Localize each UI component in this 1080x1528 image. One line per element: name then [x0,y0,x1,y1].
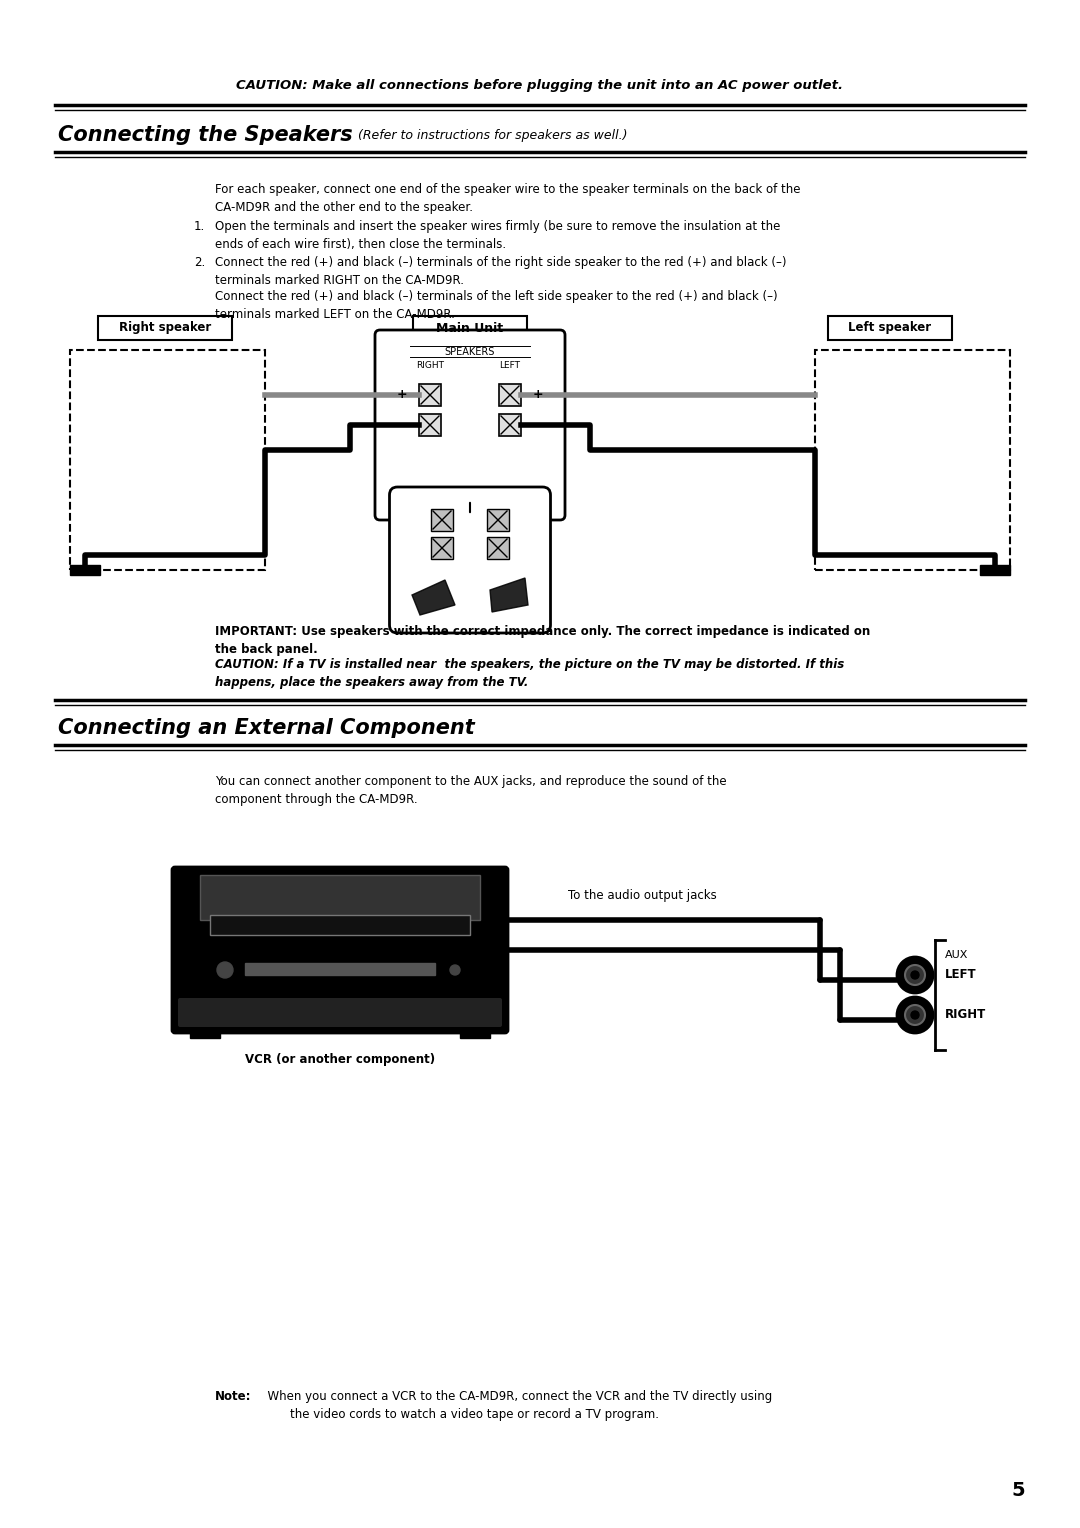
Text: Right speaker: Right speaker [119,321,211,335]
FancyBboxPatch shape [828,316,951,341]
Text: 2.: 2. [193,257,205,269]
Bar [815,350,1010,570]
Bar [419,384,441,406]
Text: +: + [396,388,407,402]
Circle shape [897,957,933,993]
Circle shape [912,970,919,979]
Text: –: – [399,419,405,431]
Text: Connect the red (+) and black (–) terminals of the right side speaker to the red: Connect the red (+) and black (–) termin… [215,257,786,287]
Text: LEFT: LEFT [945,969,976,981]
Text: Left speaker: Left speaker [849,321,932,335]
Circle shape [905,1005,924,1025]
Text: Connecting the Speakers: Connecting the Speakers [58,125,353,145]
Bar [245,963,435,975]
Text: RIGHT: RIGHT [416,361,444,370]
Circle shape [217,963,233,978]
Text: 5: 5 [1011,1481,1025,1499]
FancyBboxPatch shape [390,487,551,633]
Text: IMPORTANT: Use speakers with the correct impedance only. The correct impedance i: IMPORTANT: Use speakers with the correct… [215,625,870,656]
Bar [431,509,453,532]
Text: You can connect another component to the AUX jacks, and reproduce the sound of t: You can connect another component to the… [215,775,727,805]
Text: Note:: Note: [215,1390,252,1403]
Text: For each speaker, connect one end of the speaker wire to the speaker terminals o: For each speaker, connect one end of the… [215,183,800,214]
Text: CAUTION: Make all connections before plugging the unit into an AC power outlet.: CAUTION: Make all connections before plu… [237,78,843,92]
Bar [431,536,453,559]
Text: Connecting an External Component: Connecting an External Component [58,718,475,738]
Text: To the audio output jacks: To the audio output jacks [568,888,717,902]
Bar [487,509,509,532]
Bar [980,565,1010,575]
Bar [200,876,480,920]
Text: CAUTION: If a TV is installed near  the speakers, the picture on the TV may be d: CAUTION: If a TV is installed near the s… [215,659,845,689]
Text: (Refer to instructions for speakers as well.): (Refer to instructions for speakers as w… [357,128,627,142]
Bar [190,1030,220,1038]
Polygon shape [411,581,455,614]
Text: Main Unit: Main Unit [436,321,503,335]
FancyBboxPatch shape [172,866,508,1033]
Bar [70,565,100,575]
Bar [210,915,470,935]
Bar [499,384,521,406]
Text: 1.: 1. [193,220,205,232]
FancyBboxPatch shape [178,998,502,1027]
Text: When you connect a VCR to the CA-MD9R, connect the VCR and the TV directly using: When you connect a VCR to the CA-MD9R, c… [260,1390,772,1421]
Bar [460,1030,490,1038]
Bar [70,350,265,570]
Text: AUX: AUX [945,950,969,960]
Polygon shape [490,578,528,613]
FancyBboxPatch shape [98,316,232,341]
Circle shape [912,1012,919,1019]
Text: Open the terminals and insert the speaker wires firmly (be sure to remove the in: Open the terminals and insert the speake… [215,220,781,251]
Text: Connect the red (+) and black (–) terminals of the left side speaker to the red : Connect the red (+) and black (–) termin… [215,290,778,321]
Text: +: + [532,388,543,402]
Text: SPEAKERS: SPEAKERS [445,347,496,358]
Text: –: – [535,419,541,431]
Bar [487,536,509,559]
Bar [419,414,441,435]
Circle shape [450,966,460,975]
Bar [499,414,521,435]
FancyBboxPatch shape [413,316,527,341]
FancyBboxPatch shape [375,330,565,520]
Circle shape [905,966,924,986]
Text: RIGHT: RIGHT [945,1008,986,1022]
Text: LEFT: LEFT [499,361,521,370]
Circle shape [897,996,933,1033]
Text: VCR (or another component): VCR (or another component) [245,1053,435,1067]
